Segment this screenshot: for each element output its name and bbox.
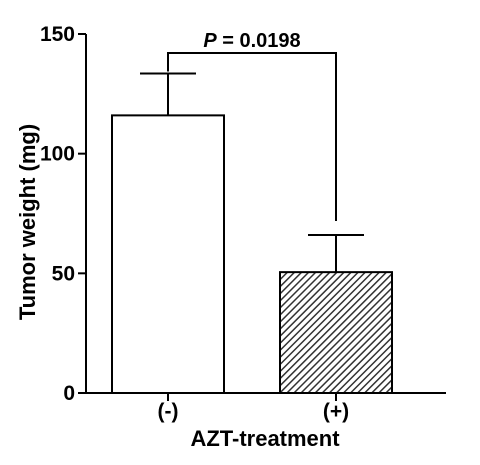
error-bars-layer <box>140 72 364 273</box>
y-ticks-layer: 0 50 100 150 <box>40 23 86 405</box>
error-bar-plus <box>308 234 364 273</box>
error-bar-minus <box>140 72 196 116</box>
y-tick-label: 100 <box>40 143 75 166</box>
x-axis-title: AZT-treatment <box>190 426 340 451</box>
bar-minus <box>111 114 225 395</box>
y-tick-label: 50 <box>52 262 75 285</box>
bar-plus <box>279 271 393 394</box>
bars-layer <box>111 114 393 395</box>
x-ticks-layer: (-) (+) <box>158 393 349 423</box>
x-tick-label: (-) <box>158 400 179 423</box>
significance-bracket <box>167 52 337 222</box>
p-value-text: = 0.0198 <box>217 30 301 52</box>
x-tick-label: (+) <box>323 400 349 423</box>
y-axis-title: Tumor weight (mg) <box>15 124 40 320</box>
y-tick-label: 0 <box>63 382 75 405</box>
p-symbol: P <box>203 30 217 52</box>
significance-annotation: P = 0.0198 <box>167 30 337 222</box>
y-tick-label: 150 <box>40 23 75 46</box>
p-value-label: P = 0.0198 <box>203 30 300 52</box>
